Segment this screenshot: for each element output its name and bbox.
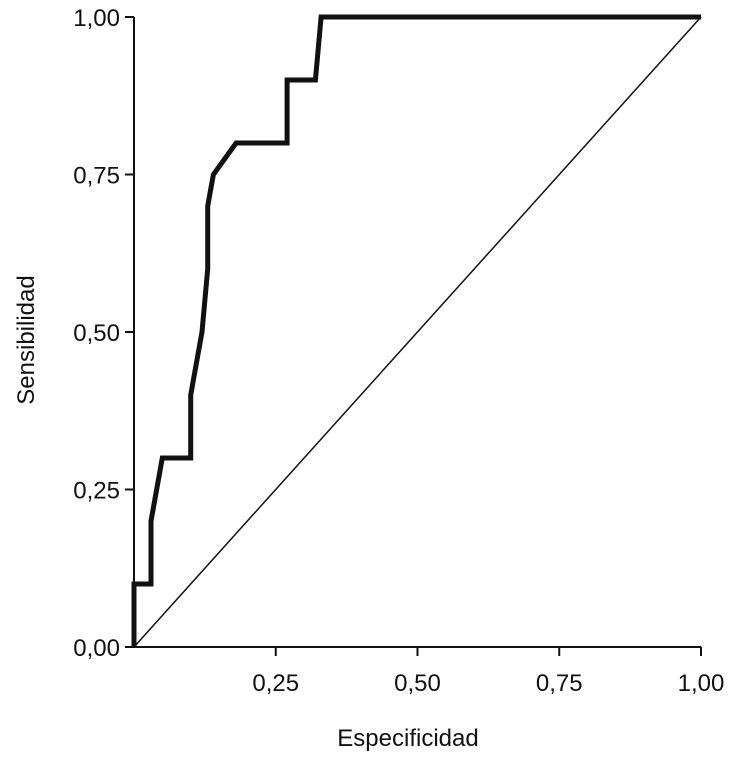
y-tick-label: 1,00 (73, 5, 120, 32)
x-tick-label: 0,75 (536, 670, 583, 697)
reference-diagonal-line (133, 16, 702, 648)
axes (125, 16, 702, 656)
roc-curve-line (131, 14, 701, 647)
x-tick-label: 0,50 (394, 670, 441, 697)
y-axis-title: Sensibilidad (13, 275, 40, 404)
plot-area (131, 14, 702, 648)
x-tick-label: 1,00 (678, 670, 725, 697)
x-axis-title: Especificidad (337, 725, 478, 752)
y-tick-label: 0,50 (73, 320, 120, 347)
tick-labels: 0,00 0,25 0,50 0,75 1,00 0,25 0,50 0,75 1,00 (73, 5, 724, 697)
y-tick-label: 0,25 (73, 478, 120, 505)
y-tick-label: 0,75 (73, 163, 120, 190)
y-tick-label: 0,00 (73, 635, 120, 662)
x-tick-label: 0,25 (252, 670, 299, 697)
